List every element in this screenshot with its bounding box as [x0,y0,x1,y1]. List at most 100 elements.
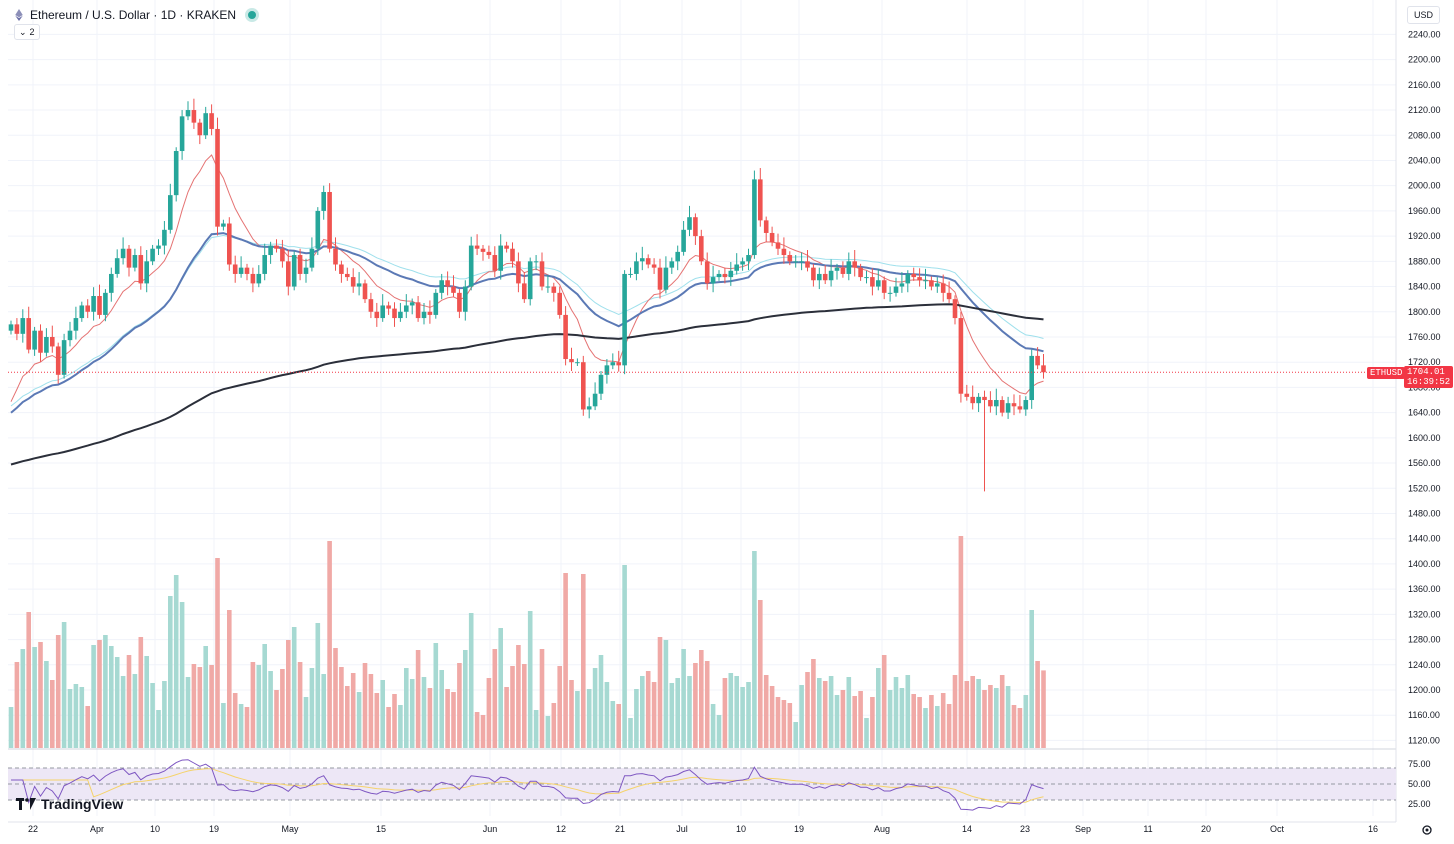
volume-bar [657,637,663,748]
candle-body [215,128,220,227]
volume-bar [463,650,468,748]
candle-body [592,393,598,407]
collapse-indicators-button[interactable]: ⌄ 2 [14,24,40,40]
candle-body [162,229,167,246]
volume-bar [486,678,492,748]
currency-button[interactable]: USD [1406,6,1440,24]
volume-bar [457,663,462,748]
candle-body [67,330,73,341]
volume-bar [315,623,321,748]
candle-body [581,362,586,410]
volume-bar [822,681,828,748]
candle-body [964,393,970,397]
candle-body [79,305,85,319]
ema-mid-line [10,232,1044,414]
volume-bar [999,675,1005,748]
candle-body [1029,355,1034,401]
candle-body [675,251,680,262]
volume-bar [1017,708,1023,748]
volume-bar [752,551,757,748]
volume-bar [687,676,692,748]
volume-bar [144,656,149,748]
y-tick-label: 1560.00 [1408,458,1441,468]
candle-body [586,406,592,410]
candle-body [822,273,828,281]
volume-bar [38,642,43,748]
volume-bar [994,688,999,748]
candle-body [917,277,922,281]
volume-bar [197,667,203,748]
candle-body [1041,365,1046,373]
candle-body [551,286,557,293]
volume-bar [427,688,433,748]
candle-body [781,248,787,256]
volume-bar [67,689,73,748]
rsi-tick-label: 75.00 [1408,759,1431,769]
x-tick-label: 10 [150,824,160,834]
tradingview-logo[interactable]: TradingView [16,796,123,812]
indicator-count: 2 [29,27,35,37]
volume-bar [398,705,403,748]
volume-bar [675,678,680,748]
volume-bar [85,706,90,748]
candle-body [834,267,840,271]
volume-bar [404,668,409,748]
symbol-legend[interactable]: Ethereum / U.S. Dollar · 1D · KRAKEN [14,8,257,22]
x-tick-label: 10 [736,824,746,834]
candle-body [669,261,675,268]
volume-bar [887,690,893,748]
volume-bar [516,645,521,748]
candle-body [569,359,574,363]
candle-body [315,210,321,249]
x-tick-label: Jun [483,824,498,834]
volume-bar [374,693,380,748]
candle-body [38,330,43,353]
candle-body [427,311,433,315]
volume-bar [775,697,781,748]
volume-bar [522,664,527,748]
candle-body [498,245,503,271]
rsi-ma-line [11,768,1044,804]
candle-body [775,242,781,249]
volume-bar [669,683,675,748]
y-tick-label: 1520.00 [1408,483,1441,493]
candle-body [858,267,863,278]
candle-body [716,273,722,278]
volume-bar [61,622,67,748]
volume-bar [173,575,179,748]
volume-bar [345,686,350,748]
volume-bar [433,643,439,748]
volume-bar [20,649,26,748]
candle-body [103,292,108,315]
y-tick-label: 2240.00 [1408,29,1441,39]
volume-bar [504,687,509,748]
gear-icon[interactable] [1421,824,1433,836]
volume-bar [191,664,197,748]
y-tick-label: 1800.00 [1408,307,1441,317]
x-tick-label: 22 [28,824,38,834]
ema-short-line [10,154,1044,402]
volume-bar [935,706,940,748]
volume-bar [716,715,722,748]
candle-body [286,261,291,287]
volume-bar [598,655,604,748]
candle-body [362,283,368,300]
volume-bar [539,649,545,748]
candle-body [150,248,155,262]
volume-bar [50,680,55,748]
volume-bar [527,611,533,748]
candle-body [710,277,716,284]
volume-bar [704,661,710,748]
candle-body [687,217,692,230]
volume-bar [610,701,616,748]
last-price: 1704.01 [1407,367,1445,377]
ema-long-line [10,303,1044,466]
candle-body [339,264,344,274]
volume-bar [722,678,728,748]
candle-body [805,261,810,268]
volume-bar [126,655,132,748]
candle-body [864,277,869,279]
candle-body [952,299,958,319]
